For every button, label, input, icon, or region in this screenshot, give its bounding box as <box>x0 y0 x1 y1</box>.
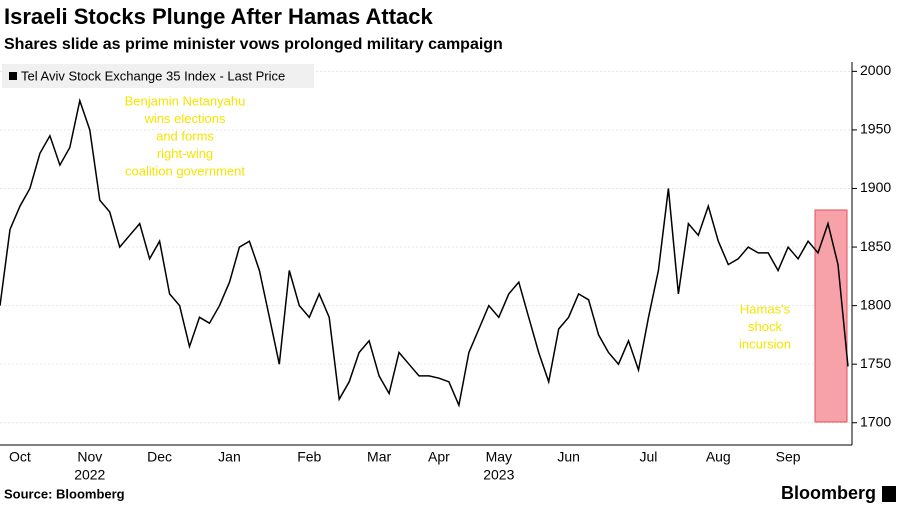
annotation: and forms <box>156 128 214 143</box>
source: Source: Bloomberg <box>4 486 125 501</box>
annotation: shock <box>748 319 782 334</box>
x-tick-label: Jun <box>557 449 580 465</box>
brand: Bloomberg <box>781 483 876 503</box>
legend <box>2 64 314 88</box>
annotation: Benjamin Netanyahu <box>125 93 246 108</box>
brand-icon <box>882 486 896 502</box>
annotation: Hamas's <box>740 301 791 316</box>
y-tick-label: 1750 <box>860 355 891 371</box>
x-tick-label: Dec <box>147 449 172 465</box>
chart-subtitle: Shares slide as prime minister vows prol… <box>4 36 503 53</box>
y-tick-label: 1700 <box>860 413 891 429</box>
legend-swatch <box>9 72 17 80</box>
legend-label: Tel Aviv Stock Exchange 35 Index - Last … <box>21 68 285 83</box>
line <box>0 97 849 408</box>
x-tick-label: May <box>486 449 512 465</box>
x-tick-label: Jul <box>639 449 657 465</box>
x-tick-label: Mar <box>367 449 391 465</box>
x-tick-label: Feb <box>297 449 321 465</box>
x-year-label: 2022 <box>74 467 105 483</box>
x-tick-label: Nov <box>77 449 102 465</box>
highlight <box>814 209 848 423</box>
x-tick-label: Apr <box>428 449 450 465</box>
annotation: right-wing <box>157 146 213 161</box>
annotation: wins elections <box>144 111 226 126</box>
annotation: coalition government <box>125 163 245 178</box>
chart-title: Israeli Stocks Plunge After Hamas Attack <box>4 4 434 29</box>
y-tick-label: 1800 <box>860 296 891 312</box>
annotation: incursion <box>739 336 791 351</box>
y-tick-label: 2000 <box>860 62 891 78</box>
x-tick-label: Sep <box>776 449 801 465</box>
y-tick-label: 1900 <box>860 179 891 195</box>
y-tick-label: 1850 <box>860 238 891 254</box>
x-year-label: 2023 <box>483 467 514 483</box>
x-tick-label: Oct <box>9 449 31 465</box>
x-tick-label: Jan <box>218 449 241 465</box>
y-tick-label: 1950 <box>860 121 891 137</box>
x-tick-label: Aug <box>706 449 731 465</box>
